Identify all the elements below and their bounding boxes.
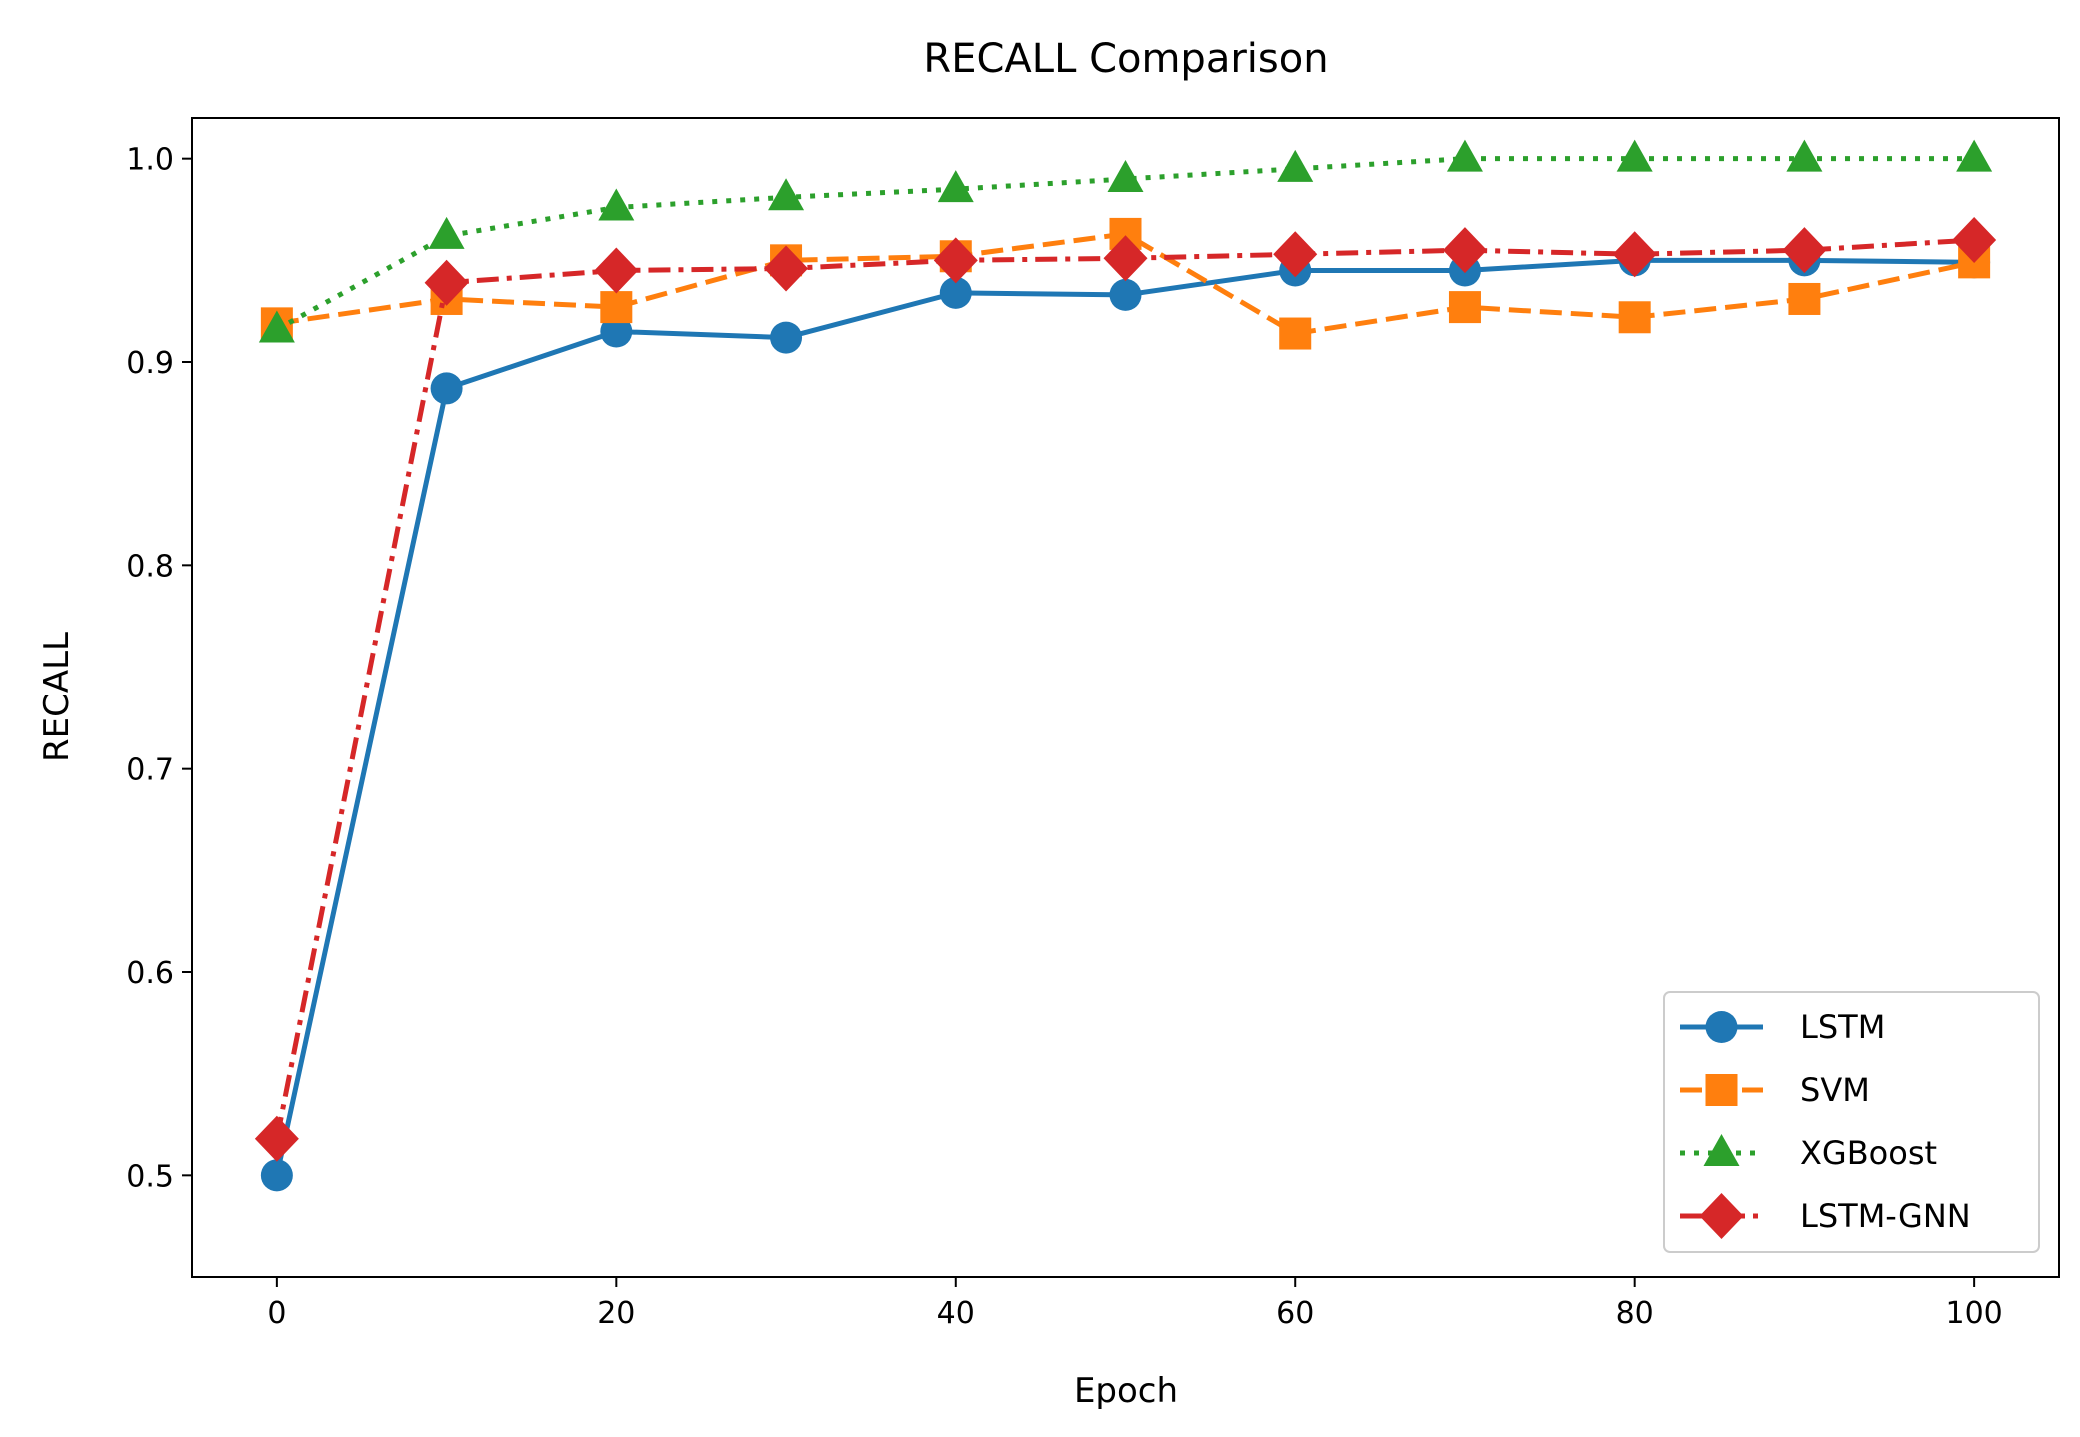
- y-tick-label: 0.7: [126, 753, 174, 788]
- y-tick-label: 0.9: [126, 346, 174, 381]
- data-point-xgboost: [937, 170, 974, 203]
- x-axis-label: Epoch: [1074, 1371, 1178, 1411]
- data-point-lstm-gnn: [1273, 231, 1318, 278]
- y-tick-label: 0.6: [126, 956, 174, 991]
- data-point-lstm: [430, 372, 463, 405]
- data-point-lstm: [1109, 278, 1142, 311]
- legend-label-xgboost: XGBoost: [1800, 1134, 1937, 1172]
- legend-item-svm: SVM: [1680, 1071, 1870, 1109]
- plot-frame: [191, 117, 2060, 1278]
- data-point-xgboost: [428, 216, 465, 249]
- legend-label-svm: SVM: [1800, 1071, 1870, 1109]
- x-tick-label: 40: [937, 1296, 975, 1331]
- data-point-xgboost: [1277, 149, 1314, 182]
- data-point-lstm: [260, 1159, 293, 1192]
- x-tick-label: 60: [1276, 1296, 1314, 1331]
- data-point-svm: [1448, 291, 1481, 324]
- data-point-lstm-gnn: [933, 237, 978, 284]
- data-point-lstm: [939, 276, 972, 309]
- data-point-xgboost: [258, 310, 295, 343]
- legend-marker-svm: [1705, 1074, 1738, 1106]
- data-point-svm: [600, 291, 633, 324]
- y-tick-label: 0.5: [126, 1159, 174, 1194]
- chart-title: RECALL Comparison: [923, 36, 1328, 82]
- data-point-lstm-gnn: [1782, 227, 1827, 274]
- data-point-lstm: [770, 321, 803, 354]
- legend-items: LSTM SVM XGBoost LSTM-GNN: [1680, 1008, 1971, 1239]
- legend-marker-lstm-gnn: [1699, 1193, 1744, 1239]
- data-point-xgboost: [598, 188, 635, 221]
- series-lstm-gnn: [254, 217, 1997, 1162]
- x-tick-label: 20: [597, 1296, 635, 1331]
- series-line-xgboost: [275, 156, 1975, 332]
- legend-label-lstm: LSTM: [1800, 1008, 1885, 1046]
- x-axis: 0 20 40 60 80 100: [267, 1277, 2003, 1331]
- series-layer: [254, 139, 1997, 1192]
- data-point-xgboost: [1956, 139, 1993, 172]
- y-axis: 0.5 0.6 0.7 0.8 0.9 1.0: [126, 143, 192, 1194]
- data-point-lstm-gnn: [594, 247, 639, 294]
- data-point-lstm: [600, 315, 633, 348]
- data-point-lstm-gnn: [254, 1115, 299, 1162]
- legend-label-lstm-gnn: LSTM-GNN: [1800, 1197, 1971, 1235]
- y-axis-label: RECALL: [37, 632, 77, 762]
- series-xgboost: [258, 139, 1993, 343]
- legend: LSTM SVM XGBoost LSTM-GNN: [1663, 991, 2040, 1253]
- data-point-xgboost: [1786, 139, 1823, 172]
- data-point-lstm-gnn: [424, 259, 469, 306]
- y-tick-label: 0.8: [126, 549, 174, 584]
- data-point-xgboost: [1107, 160, 1144, 192]
- legend-item-xgboost: XGBoost: [1680, 1134, 1937, 1172]
- legend-item-lstm-gnn: LSTM-GNN: [1680, 1193, 1971, 1239]
- data-point-svm: [1279, 317, 1312, 350]
- data-point-lstm-gnn: [1612, 231, 1657, 278]
- x-tick-label: 100: [1946, 1296, 2003, 1331]
- y-tick-label: 1.0: [126, 143, 174, 178]
- legend-item-lstm: LSTM: [1680, 1008, 1885, 1046]
- legend-frame: [1663, 991, 2040, 1253]
- data-point-xgboost: [1616, 139, 1653, 172]
- data-point-lstm-gnn: [1442, 227, 1487, 274]
- x-tick-label: 80: [1616, 1296, 1654, 1331]
- data-point-xgboost: [768, 178, 805, 211]
- data-point-lstm-gnn: [1952, 217, 1997, 263]
- data-point-lstm-gnn: [1103, 235, 1148, 282]
- x-tick-label: 0: [267, 1296, 286, 1331]
- data-point-lstm-gnn: [764, 245, 809, 292]
- legend-marker-xgboost: [1703, 1134, 1740, 1166]
- data-point-xgboost: [1446, 139, 1483, 172]
- data-point-svm: [1788, 282, 1821, 315]
- legend-marker-lstm: [1705, 1011, 1738, 1043]
- data-point-svm: [1618, 301, 1651, 334]
